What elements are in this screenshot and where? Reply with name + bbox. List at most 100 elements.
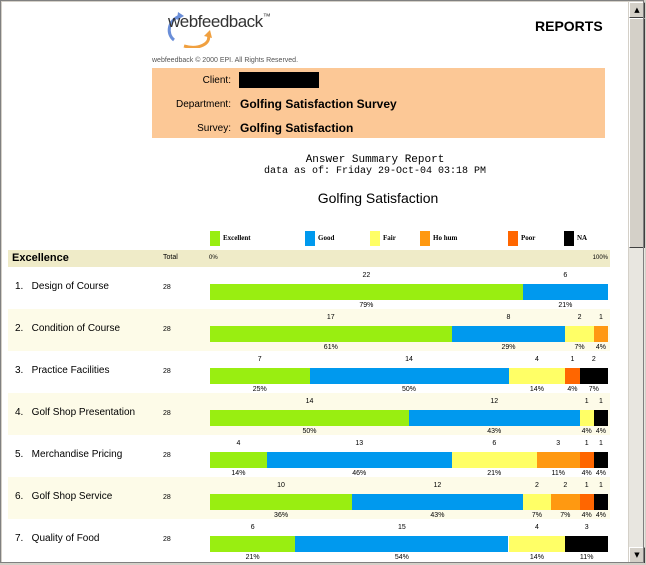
client-label: Client: <box>202 75 231 86</box>
segment-percent-label: 4% <box>581 428 592 435</box>
legend-swatch-ho-hum <box>420 231 430 246</box>
bar-segment-excellent <box>210 536 296 552</box>
logo-text: webfeedback™ <box>168 12 271 31</box>
bar-segment-ho-hum <box>536 452 580 468</box>
row-total: 28 <box>163 452 171 459</box>
segment-percent-label: 29% <box>501 344 516 351</box>
bar-segment-fair <box>522 494 552 510</box>
segment-percent-label: 21% <box>487 470 502 477</box>
segment-count-label: 12 <box>490 398 499 405</box>
row-total: 28 <box>163 494 171 501</box>
segment-count-label: 2 <box>563 482 568 489</box>
segment-count-label: 2 <box>577 314 582 321</box>
legend-label-excellent: Excellent <box>223 234 251 242</box>
bar-segment-fair <box>579 410 594 426</box>
segment-count-label: 4 <box>534 524 539 531</box>
row-label: 1. Design of Course <box>15 281 109 292</box>
legend-label-ho-hum: Ho hum <box>433 234 458 242</box>
bar-segment-na <box>593 410 608 426</box>
segment-count-label: 6 <box>492 440 497 447</box>
bar-segment-good <box>352 494 523 510</box>
segment-percent-label: 25% <box>252 386 267 393</box>
bar-segment-na <box>593 452 608 468</box>
total-column-header: Total <box>163 254 178 261</box>
segment-count-label: 7 <box>257 356 262 363</box>
segment-percent-label: 61% <box>323 344 338 351</box>
bar-segment-good <box>451 326 566 342</box>
segment-percent-label: 4% <box>595 512 606 519</box>
bar-segment-na <box>579 368 608 384</box>
scroll-up-arrow-icon[interactable]: ▲ <box>629 2 645 18</box>
report-date: data as of: Friday 29-Oct-04 03:18 PM <box>263 166 487 177</box>
segment-count-label: 1 <box>598 314 603 321</box>
bar-segment-good <box>266 452 452 468</box>
row-total: 28 <box>163 536 171 543</box>
bar-segment-fair <box>565 326 594 342</box>
row-total: 28 <box>163 284 171 291</box>
bar-segment-poor <box>565 368 580 384</box>
segment-count-label: 10 <box>277 482 285 489</box>
legend-swatch-na <box>564 231 574 246</box>
bar-segment-good <box>295 536 509 552</box>
segment-count-label: 2 <box>534 482 539 489</box>
scroll-thumb[interactable] <box>629 18 645 248</box>
segment-percent-label: 50% <box>302 428 317 435</box>
bar-segment-excellent <box>210 326 452 342</box>
chart-row: 5. Merchandise Pricing 28 4 14% 13 46% 6 21% 3 11… <box>8 435 610 477</box>
segment-count-label: 14 <box>305 398 314 405</box>
segment-percent-label: 14% <box>529 554 544 561</box>
segment-percent-label: 54% <box>394 554 409 561</box>
segment-percent-label: 4% <box>595 428 606 435</box>
chart-row: 1. Design of Course 28 22 79% 6 21% <box>8 267 610 309</box>
bar-segment-good <box>409 410 580 426</box>
report-page: webfeedback™ REPORTS webfeedback © 2000 … <box>2 2 628 563</box>
segment-percent-label: 4% <box>595 470 606 477</box>
webfeedback-logo <box>167 12 212 48</box>
segment-percent-label: 4% <box>581 512 592 519</box>
bar-segment-poor <box>579 494 594 510</box>
segment-percent-label: 7% <box>531 512 542 519</box>
segment-percent-label: 4% <box>595 344 606 351</box>
bar-segment-poor <box>579 452 594 468</box>
bar-segment-ho-hum <box>593 326 608 342</box>
bar-segment-excellent <box>210 494 353 510</box>
segment-count-label: 1 <box>584 482 589 489</box>
chart-row: 4. Golf Shop Presentation 28 14 50% 12 43% 1 4%… <box>8 393 610 435</box>
segment-percent-label: 14% <box>231 470 246 477</box>
segment-count-label: 1 <box>570 356 575 363</box>
row-label: 3. Practice Facilities <box>15 365 110 376</box>
scroll-down-arrow-icon[interactable]: ▼ <box>629 547 645 563</box>
segment-percent-label: 4% <box>581 470 592 477</box>
segment-count-label: 2 <box>591 356 596 363</box>
segment-count-label: 12 <box>433 482 442 489</box>
segment-count-label: 17 <box>326 314 335 321</box>
segment-percent-label: 11% <box>551 470 566 477</box>
client-value-redacted <box>239 72 319 88</box>
segment-count-label: 3 <box>556 440 561 447</box>
legend-swatch-poor <box>508 231 518 246</box>
section-title: Excellence <box>12 252 69 264</box>
bar-segment-good <box>522 284 608 300</box>
segment-count-label: 15 <box>397 524 406 531</box>
chart-row: 6. Golf Shop Service 28 10 36% 12 43% 2 7% 2 7% 1 4… <box>8 477 610 519</box>
bar-segment-ho-hum <box>551 494 580 510</box>
chart-title: Golfing Satisfaction <box>317 190 439 206</box>
segment-count-label: 22 <box>362 272 371 279</box>
row-total: 28 <box>163 326 171 333</box>
segment-count-label: 13 <box>355 440 364 447</box>
legend-label-good: Good <box>318 234 335 242</box>
segment-count-label: 1 <box>598 398 603 405</box>
segment-percent-label: 46% <box>352 470 367 477</box>
legend-swatch-good <box>305 231 315 246</box>
legend-label-fair: Fair <box>383 234 396 242</box>
row-total: 28 <box>163 368 171 375</box>
segment-count-label: 8 <box>506 314 511 321</box>
axis-end-label: 100% <box>592 255 608 261</box>
vertical-scrollbar[interactable]: ▲ ▼ <box>629 2 645 563</box>
segment-percent-label: 21% <box>558 302 573 309</box>
bar-segment-excellent <box>210 410 409 426</box>
bar-segment-fair <box>508 536 566 552</box>
legend-swatch-fair <box>370 231 380 246</box>
segment-count-label: 6 <box>250 524 255 531</box>
copyright-notice: webfeedback © 2000 EPI. All Rights Reser… <box>152 57 299 64</box>
